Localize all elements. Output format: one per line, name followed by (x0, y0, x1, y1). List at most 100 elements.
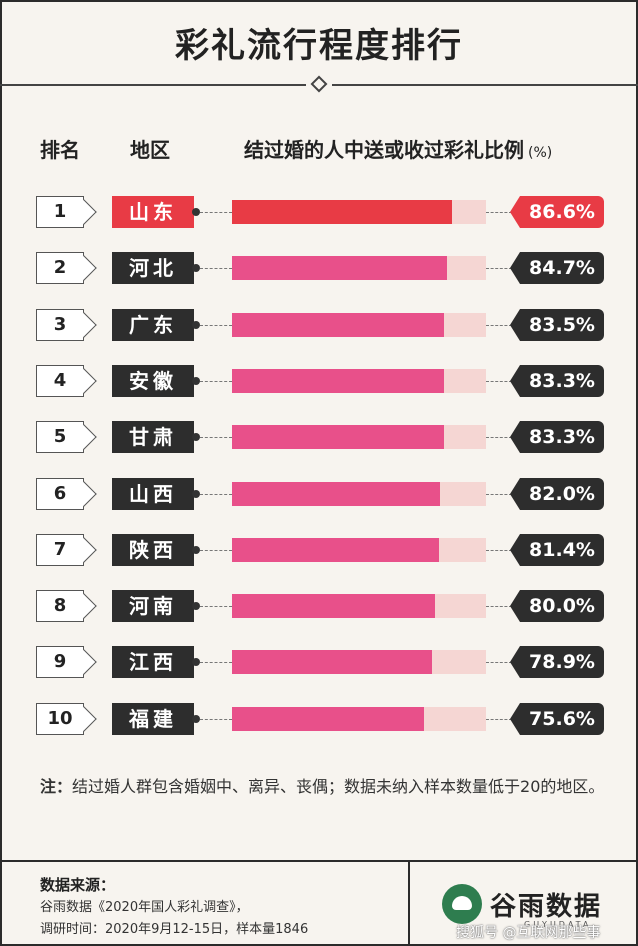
source-line-1: 谷雨数据《2020年国人彩礼调查》， (40, 900, 249, 915)
connector-dash-left (200, 380, 232, 382)
source-line-2: 调研时间：2020年9月12-15日，样本量1846 (40, 922, 309, 937)
watermark: 搜狐号 @互联网那些事 (456, 925, 601, 941)
title-divider-left (0, 84, 306, 86)
value-label: 83.3% (510, 364, 604, 397)
region-label: 甘肃 (112, 421, 194, 454)
value-label: 86.6% (510, 196, 604, 228)
region-label: 江西 (112, 646, 194, 679)
chart-row: 9 江西 78.9% (0, 646, 638, 680)
logo-subtitle: GUYUDATA (524, 920, 592, 929)
bar (232, 537, 439, 562)
connector-dash-left (200, 493, 232, 495)
connector-dot-left (192, 714, 200, 723)
rank-number: 10 (47, 707, 73, 729)
bar (232, 594, 436, 619)
connector-dash-left (200, 212, 232, 213)
value-label: 75.6% (510, 702, 604, 735)
bar (232, 312, 445, 337)
connector-dash-right (486, 606, 512, 608)
connector-dot-left (192, 489, 200, 498)
bar (232, 200, 452, 224)
source-title: 数据来源： (40, 876, 116, 894)
rank-badge: 1 (36, 196, 84, 228)
rank-badge: 4 (36, 364, 84, 397)
connector-dash-right (486, 268, 512, 270)
connector-dot-left (192, 376, 200, 385)
connector-dot-left (192, 264, 200, 273)
chart-row: 1 山东 86.6% (0, 196, 638, 230)
header-ratio: 结过婚的人中送或收过彩礼比例 (%) (244, 134, 552, 163)
region-label: 山东 (112, 196, 194, 228)
rank-badge: 8 (36, 590, 84, 623)
connector-dash-right (486, 662, 512, 664)
connector-dash-right (486, 212, 512, 213)
value-label: 82.0% (510, 477, 604, 510)
page-title: 彩礼流行程度排行 (175, 26, 463, 66)
value-label: 78.9% (510, 646, 604, 679)
guyu-bird-icon (442, 884, 482, 924)
bar (232, 256, 448, 281)
connector-dash-right (486, 718, 512, 720)
connector-dash-right (486, 380, 512, 382)
rank-number: 3 (53, 313, 67, 335)
rank-number: 9 (53, 651, 67, 673)
connector-dash-left (200, 268, 232, 270)
rank-number: 7 (53, 538, 67, 560)
rank-badge: 3 (36, 308, 84, 341)
footnote-text: 结过婚人群包含婚姻中、离异、丧偶；数据未纳入样本数量低于20的地区。 (72, 777, 605, 796)
bar (232, 425, 444, 450)
connector-dash-right (486, 493, 512, 495)
chart-row: 5 甘肃 83.3% (0, 421, 638, 455)
rank-badge: 9 (36, 646, 84, 679)
connector-dot-left (192, 320, 200, 329)
connector-dash-left (200, 549, 232, 551)
bar (232, 706, 425, 731)
rank-badge: 6 (36, 477, 84, 510)
chart-row: 10 福建 75.6% (0, 702, 638, 737)
region-label: 河南 (112, 590, 194, 623)
region-label: 山西 (112, 477, 194, 510)
rank-badge: 5 (36, 421, 84, 454)
footer-divider (408, 862, 410, 946)
rank-number: 5 (53, 426, 67, 448)
bar (232, 650, 433, 675)
region-label: 安徽 (112, 364, 194, 397)
footer: 数据来源： 谷雨数据《2020年国人彩礼调查》， 调研时间：2020年9月12-… (0, 860, 638, 946)
connector-dot-left (192, 433, 200, 442)
logo-name: 谷雨数据 (490, 892, 603, 922)
connector-dot-left (192, 658, 200, 667)
footnote-label: 注： (40, 777, 73, 796)
chart-row: 8 河南 80.0% (0, 590, 638, 624)
bar (232, 368, 444, 393)
region-label: 河北 (112, 252, 194, 285)
region-label: 福建 (112, 702, 194, 735)
chart-row: 7 陕西 81.4% (0, 533, 638, 568)
rank-badge: 10 (36, 702, 84, 735)
chart-row: 4 安徽 83.3% (0, 364, 638, 399)
connector-dot-left (192, 602, 200, 611)
connector-dash-left (200, 606, 232, 608)
value-label: 83.3% (510, 421, 604, 454)
header-ratio-text: 结过婚的人中送或收过彩礼比例 (244, 138, 524, 162)
footnote: 注：结过婚人群包含婚姻中、离异、丧偶；数据未纳入样本数量低于20的地区。 (40, 774, 608, 800)
rank-number: 6 (53, 482, 67, 504)
title-divider-right (332, 84, 638, 86)
connector-dash-left (200, 437, 232, 439)
rank-number: 8 (53, 595, 67, 617)
header-rank: 排名 (40, 138, 80, 162)
value-label: 80.0% (510, 590, 604, 623)
connector-dash-right (486, 324, 512, 326)
connector-dot-left (192, 208, 200, 216)
rank-badge: 7 (36, 533, 84, 566)
value-label: 84.7% (510, 252, 604, 285)
region-label: 广东 (112, 308, 194, 341)
chart-row: 2 河北 84.7% (0, 252, 638, 286)
region-label: 陕西 (112, 533, 194, 566)
chart-row: 6 山西 82.0% (0, 477, 638, 512)
connector-dash-left (200, 324, 232, 326)
header-ratio-unit: (%) (528, 145, 553, 161)
value-label: 81.4% (510, 533, 604, 566)
connector-dash-left (200, 718, 232, 720)
